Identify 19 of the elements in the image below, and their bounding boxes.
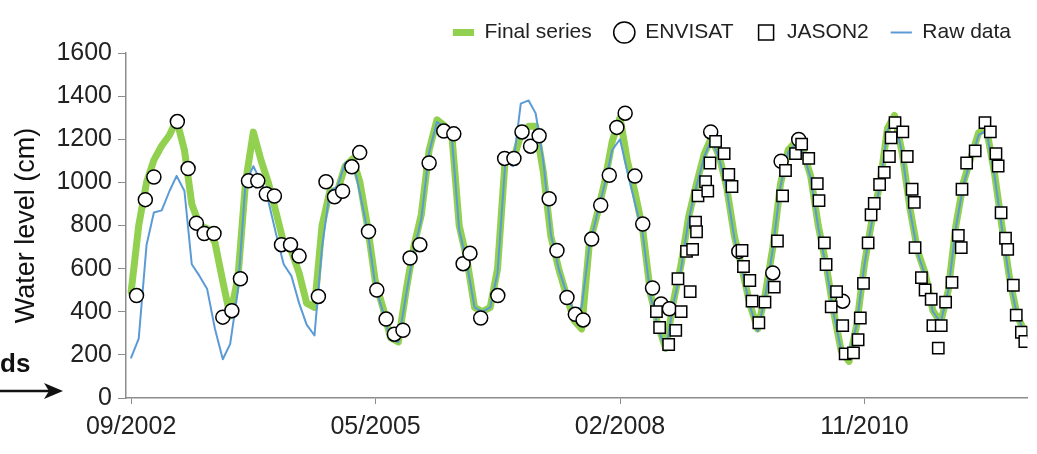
y-tick-label: 1000 [56,166,113,195]
legend-label: Raw data [922,19,1012,43]
y-tick-label: 200 [70,338,113,367]
y-tick-label: 1200 [56,123,113,152]
x-tick-label: 11/2010 [820,410,909,439]
text: ds [0,348,31,378]
legend-label: JASON2 [787,19,869,43]
y-axis-title: Water level (cm) [9,127,40,324]
y-tick-label: 0 [98,381,113,410]
y-tick-label: 1400 [56,80,113,109]
y-tick-label: 800 [70,209,113,238]
legend-label: ENVISAT [645,19,734,43]
y-tick-label: 600 [70,252,113,281]
y-tick-label: 400 [70,295,113,324]
x-tick-label: 02/2008 [574,410,666,439]
legend-label: Final series [484,19,592,43]
y-tick-label: 1600 [56,36,113,65]
x-tick-label: 05/2005 [330,410,421,439]
x-tick-label: 09/2002 [85,410,177,439]
